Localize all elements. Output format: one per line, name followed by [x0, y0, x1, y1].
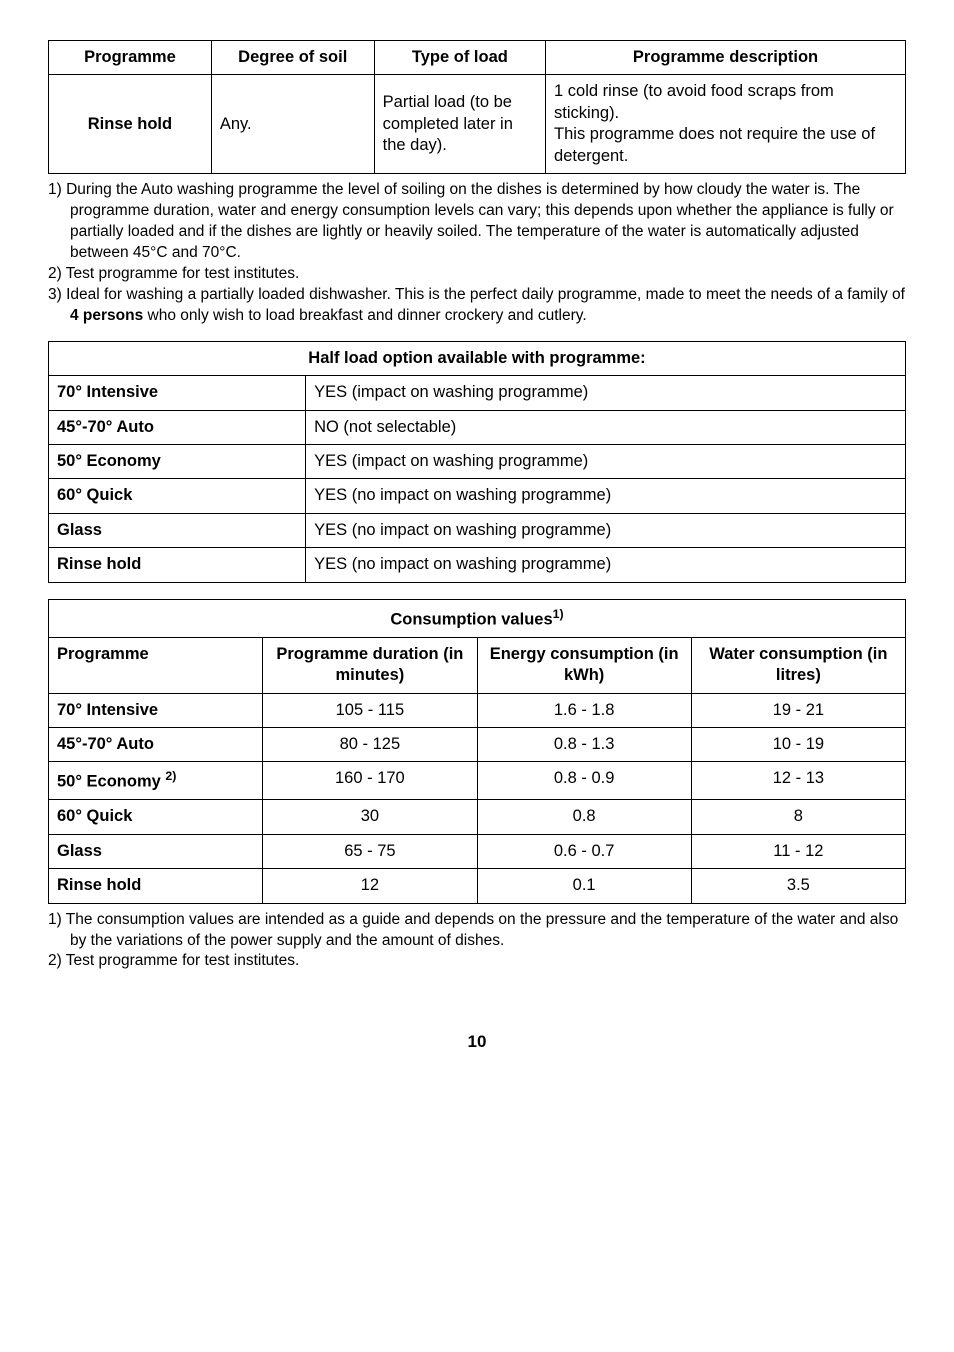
value-cell: 0.8 - 0.9 [477, 762, 691, 800]
prog-value: YES (impact on washing programme) [306, 444, 906, 478]
value-cell: 65 - 75 [263, 834, 477, 868]
col-header: Degree of soil [211, 41, 374, 75]
table-row: GlassYES (no impact on washing programme… [49, 513, 906, 547]
prog-label: 70° Intensive [49, 693, 263, 727]
table-row: 50° Economy 2)160 - 1700.8 - 0.912 - 13 [49, 762, 906, 800]
col-header: Energy consumption (in kWh) [477, 637, 691, 693]
notes-block-1: 1) During the Auto washing programme the… [48, 180, 906, 326]
prog-label: 45°-70° Auto [49, 410, 306, 444]
title-text: Consumption values [390, 610, 552, 628]
table-row: 45°-70° Auto80 - 1250.8 - 1.310 - 19 [49, 727, 906, 761]
prog-label: 60° Quick [49, 800, 263, 834]
prog-value: YES (no impact on washing programme) [306, 479, 906, 513]
prog-name-cell: Rinse hold [49, 75, 212, 174]
footnote: 1) During the Auto washing programme the… [48, 180, 906, 264]
prog-label: 50° Economy 2) [49, 762, 263, 800]
table-title-row: Consumption values1) [49, 599, 906, 637]
prog-value: YES (impact on washing programme) [306, 376, 906, 410]
programme-table: Programme Degree of soil Type of load Pr… [48, 40, 906, 174]
value-cell: 0.8 [477, 800, 691, 834]
value-cell: 10 - 19 [691, 727, 905, 761]
soil-cell: Any. [211, 75, 374, 174]
value-cell: 8 [691, 800, 905, 834]
value-cell: 80 - 125 [263, 727, 477, 761]
prog-value: YES (no impact on washing programme) [306, 548, 906, 582]
notes-block-2: 1) The consumption values are intended a… [48, 910, 906, 973]
table-title: Consumption values1) [49, 599, 906, 637]
load-cell: Partial load (to be completed later in t… [374, 75, 545, 174]
footnote: 2) Test programme for test institutes. [48, 951, 906, 972]
table-row: Rinse holdYES (no impact on washing prog… [49, 548, 906, 582]
value-cell: 3.5 [691, 869, 905, 903]
col-header: Programme [49, 41, 212, 75]
col-header: Programme [49, 637, 263, 693]
value-cell: 160 - 170 [263, 762, 477, 800]
value-cell: 30 [263, 800, 477, 834]
prog-label: 60° Quick [49, 479, 306, 513]
table-row: 70° Intensive105 - 1151.6 - 1.819 - 21 [49, 693, 906, 727]
table-row: 45°-70° AutoNO (not selectable) [49, 410, 906, 444]
prog-label: Glass [49, 513, 306, 547]
col-header: Programme duration (in minutes) [263, 637, 477, 693]
table-header-row: Programme Degree of soil Type of load Pr… [49, 41, 906, 75]
table-row: 60° Quick300.88 [49, 800, 906, 834]
table-row: 70° IntensiveYES (impact on washing prog… [49, 376, 906, 410]
half-load-table: Half load option available with programm… [48, 341, 906, 583]
value-cell: 12 [263, 869, 477, 903]
col-header: Type of load [374, 41, 545, 75]
col-header: Programme description [546, 41, 906, 75]
value-cell: 0.1 [477, 869, 691, 903]
page-number: 10 [48, 1032, 906, 1052]
table-row: Glass65 - 750.6 - 0.711 - 12 [49, 834, 906, 868]
table-header-row: Programme Programme duration (in minutes… [49, 637, 906, 693]
table-row: 50° EconomyYES (impact on washing progra… [49, 444, 906, 478]
value-cell: 105 - 115 [263, 693, 477, 727]
table-title-row: Half load option available with programm… [49, 341, 906, 375]
prog-label: 70° Intensive [49, 376, 306, 410]
prog-label: 45°-70° Auto [49, 727, 263, 761]
footnote: 1) The consumption values are intended a… [48, 910, 906, 952]
consumption-table: Consumption values1) Programme Programme… [48, 599, 906, 904]
prog-label: Glass [49, 834, 263, 868]
footnote: 2) Test programme for test institutes. [48, 264, 906, 285]
prog-value: NO (not selectable) [306, 410, 906, 444]
prog-label: 50° Economy [49, 444, 306, 478]
title-sup: 1) [553, 607, 564, 621]
prog-value: YES (no impact on washing programme) [306, 513, 906, 547]
desc-cell: 1 cold rinse (to avoid food scraps from … [546, 75, 906, 174]
table-row: Rinse hold Any. Partial load (to be comp… [49, 75, 906, 174]
value-cell: 19 - 21 [691, 693, 905, 727]
footnote: 3) Ideal for washing a partially loaded … [48, 285, 906, 327]
value-cell: 12 - 13 [691, 762, 905, 800]
value-cell: 0.6 - 0.7 [477, 834, 691, 868]
table-row: 60° QuickYES (no impact on washing progr… [49, 479, 906, 513]
value-cell: 1.6 - 1.8 [477, 693, 691, 727]
prog-label: Rinse hold [49, 548, 306, 582]
col-header: Water consumption (in litres) [691, 637, 905, 693]
prog-label: Rinse hold [49, 869, 263, 903]
value-cell: 0.8 - 1.3 [477, 727, 691, 761]
value-cell: 11 - 12 [691, 834, 905, 868]
table-row: Rinse hold120.13.5 [49, 869, 906, 903]
table-title: Half load option available with programm… [49, 341, 906, 375]
